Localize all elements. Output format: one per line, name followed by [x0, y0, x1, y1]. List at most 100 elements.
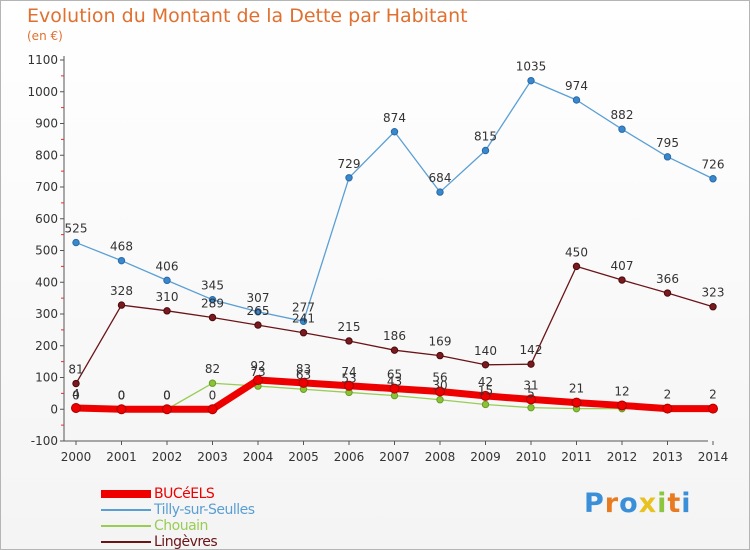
data-label: 0: [118, 388, 126, 402]
data-label: 0: [163, 388, 171, 402]
data-label: 323: [702, 286, 725, 300]
data-point: [254, 321, 262, 329]
data-label: 0: [163, 388, 171, 402]
x-tick-label: 2010: [516, 450, 547, 464]
data-point: [662, 403, 673, 414]
data-point: [162, 404, 172, 415]
y-tick-label: 100: [35, 371, 58, 385]
x-tick-label: 2011: [561, 450, 592, 464]
data-label: 974: [565, 79, 588, 93]
data-label: 83: [296, 362, 311, 376]
data-label: 729: [338, 157, 361, 171]
data-label: 265: [247, 304, 270, 318]
data-point: [116, 404, 127, 415]
data-point: [527, 403, 535, 412]
data-point: [663, 289, 672, 297]
data-label: 5: [527, 387, 535, 401]
y-tick-label: 300: [35, 307, 58, 321]
data-label: 406: [156, 259, 179, 273]
data-label: 169: [429, 335, 452, 349]
y-tick-label: -100: [31, 434, 58, 448]
data-point: [481, 400, 490, 409]
x-tick-label: 2014: [698, 450, 729, 464]
logo-letter: o: [619, 488, 639, 519]
data-point: [390, 346, 399, 354]
data-point: [481, 146, 490, 155]
data-point: [436, 396, 444, 404]
data-label: 874: [383, 111, 406, 125]
y-tick-label: 1100: [27, 53, 58, 67]
data-point: [344, 380, 354, 391]
legend-swatch: [101, 541, 151, 543]
data-point: [299, 317, 308, 326]
data-label: 366: [656, 272, 679, 286]
data-label: 82: [205, 362, 220, 376]
data-label: 277: [292, 300, 315, 314]
data-label: 140: [474, 344, 497, 358]
data-point: [208, 296, 217, 304]
data-label: 2: [709, 388, 717, 402]
data-label: 53: [341, 371, 356, 385]
data-label: 307: [247, 291, 270, 305]
logo-letter: i: [681, 488, 692, 519]
data-point: [72, 238, 80, 247]
x-tick-label: 2012: [607, 450, 638, 464]
data-point: [389, 383, 400, 394]
data-label: 56: [432, 370, 447, 384]
data-point: [436, 188, 444, 196]
proxiti-logo: Proxiti: [584, 488, 692, 519]
data-label: 142: [520, 343, 543, 357]
logo-letter: P: [584, 488, 605, 519]
data-point: [571, 397, 582, 408]
data-point: [663, 153, 672, 161]
data-label: 310: [156, 290, 179, 304]
y-tick-label: 600: [35, 212, 58, 226]
data-point: [253, 375, 263, 386]
data-point: [527, 76, 535, 85]
chart-title: Evolution du Montant de la Dette par Hab…: [27, 5, 468, 27]
data-point: [709, 175, 717, 183]
data-label: 0: [72, 388, 80, 402]
chart-subtitle: (en €): [27, 29, 63, 43]
data-label: 43: [387, 375, 402, 389]
x-tick-label: 2000: [61, 450, 92, 464]
y-tick-label: 400: [35, 275, 58, 289]
legend-swatch: [101, 525, 151, 527]
y-tick-label: 700: [35, 180, 58, 194]
data-point: [117, 301, 126, 309]
data-label: 63: [296, 368, 311, 382]
logo-letter: r: [604, 488, 620, 519]
data-label: 15: [478, 383, 493, 397]
x-tick-label: 2006: [334, 450, 365, 464]
data-point: [71, 402, 81, 413]
data-point: [208, 313, 217, 322]
y-tick-label: 900: [35, 117, 58, 131]
data-point: [163, 307, 171, 315]
y-tick-label: 800: [35, 148, 58, 162]
data-label: 468: [110, 240, 133, 254]
legend-label: Tilly-sur-Seulles: [154, 502, 255, 518]
data-label: 81: [68, 363, 83, 377]
data-point: [618, 276, 626, 284]
data-label: 186: [383, 329, 406, 343]
data-label: 450: [565, 245, 588, 259]
data-point: [117, 256, 126, 265]
x-tick-label: 2007: [379, 450, 410, 464]
series-line-3: [75, 265, 714, 384]
data-point: [481, 361, 490, 369]
data-label: 684: [429, 171, 452, 185]
data-point: [298, 377, 309, 388]
y-tick-label: 0: [50, 402, 58, 416]
data-point: [207, 404, 218, 415]
data-label: 795: [656, 136, 679, 150]
legend-label: Chouain: [154, 518, 208, 534]
data-point: [299, 329, 308, 337]
data-label: 12: [614, 384, 629, 398]
data-point: [390, 128, 399, 136]
data-label: 31: [523, 378, 538, 392]
data-point: [708, 403, 718, 414]
data-point: [345, 337, 353, 345]
data-label: 0: [209, 388, 217, 402]
